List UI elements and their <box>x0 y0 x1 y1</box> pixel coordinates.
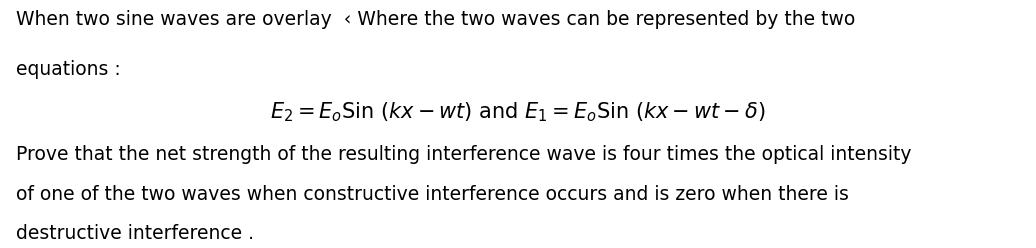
Text: of one of the two waves when constructive interference occurs and is zero when t: of one of the two waves when constructiv… <box>16 185 848 204</box>
Text: $E_2 = E_o\mathrm{Sin}\ (kx - wt)$ and $E_1 = E_o\mathrm{Sin}\ (kx - wt - \delta: $E_2 = E_o\mathrm{Sin}\ (kx - wt)$ and $… <box>270 100 766 124</box>
Text: destructive interference .: destructive interference . <box>16 224 254 244</box>
Text: equations :: equations : <box>16 60 120 79</box>
Text: Prove that the net strength of the resulting interference wave is four times the: Prove that the net strength of the resul… <box>16 145 911 164</box>
Text: When two sine waves are overlay  ‹ Where the two waves can be represented by the: When two sine waves are overlay ‹ Where … <box>16 10 855 29</box>
